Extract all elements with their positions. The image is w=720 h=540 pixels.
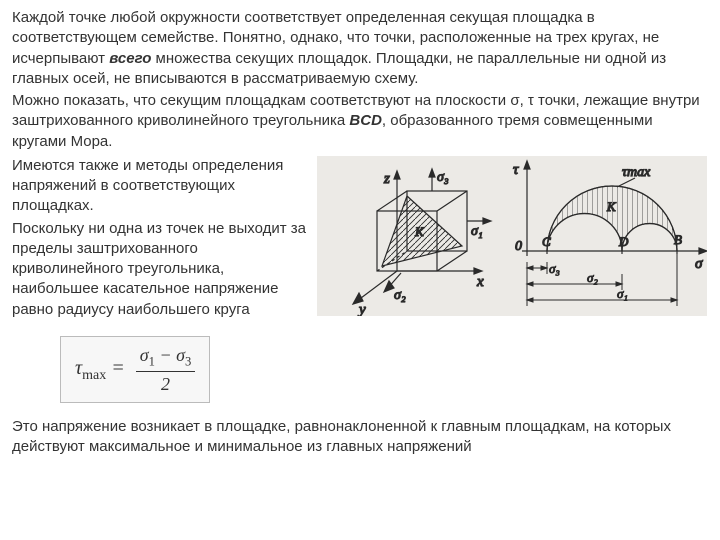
cube-sigma3: σ₃	[437, 170, 449, 185]
pt-B: B	[674, 232, 682, 247]
figure: z x y	[317, 156, 708, 322]
axis-x-label: x	[476, 274, 484, 290]
paragraph-3: Это напряжение возникает в площадке, рав…	[12, 417, 708, 458]
num-b: σ	[176, 345, 185, 365]
axis-y-label: y	[357, 302, 366, 316]
left-p2: Поскольку ни одна из точек не выходит за…	[12, 219, 307, 320]
num-b-sub: 3	[185, 355, 191, 369]
figure-text-row: Имеются также и методы определения напря…	[12, 156, 708, 322]
cube-sigma1: σ₁	[471, 224, 483, 239]
p2-em: BCD	[349, 112, 382, 129]
formula-lhs-sub: max	[82, 368, 106, 383]
pt-D: D	[618, 234, 629, 249]
axis-z-label: z	[383, 171, 390, 187]
dim-s2: σ₂	[587, 270, 598, 285]
formula-eq: =	[106, 357, 130, 379]
dim-s1: σ₁	[617, 286, 628, 301]
cube-sigma2: σ₂	[394, 288, 406, 303]
mohr-K-label: K	[606, 199, 617, 214]
formula: τmax = σ1 − σ32	[12, 322, 708, 417]
paragraph-2: Можно показать, что секущим площадкам со…	[12, 91, 708, 152]
pt-C: C	[542, 234, 551, 249]
origin-label: 0	[515, 239, 522, 254]
num-a: σ	[140, 345, 149, 365]
num-m: −	[155, 345, 176, 365]
paragraph-1: Каждой точке любой окружности соответств…	[12, 8, 708, 89]
den: 2	[136, 372, 196, 396]
left-p1: Имеются также и методы определения напря…	[12, 156, 307, 217]
p1-em: всего	[109, 50, 151, 67]
left-text-block: Имеются также и методы определения напря…	[12, 156, 317, 322]
dim-s3: σ₃	[549, 261, 560, 276]
sigma-axis-label: σ	[695, 256, 703, 272]
cube-K-label: K	[414, 224, 425, 239]
tau-axis-label: τ	[513, 162, 519, 178]
tau-max-label: τmax	[622, 165, 651, 180]
